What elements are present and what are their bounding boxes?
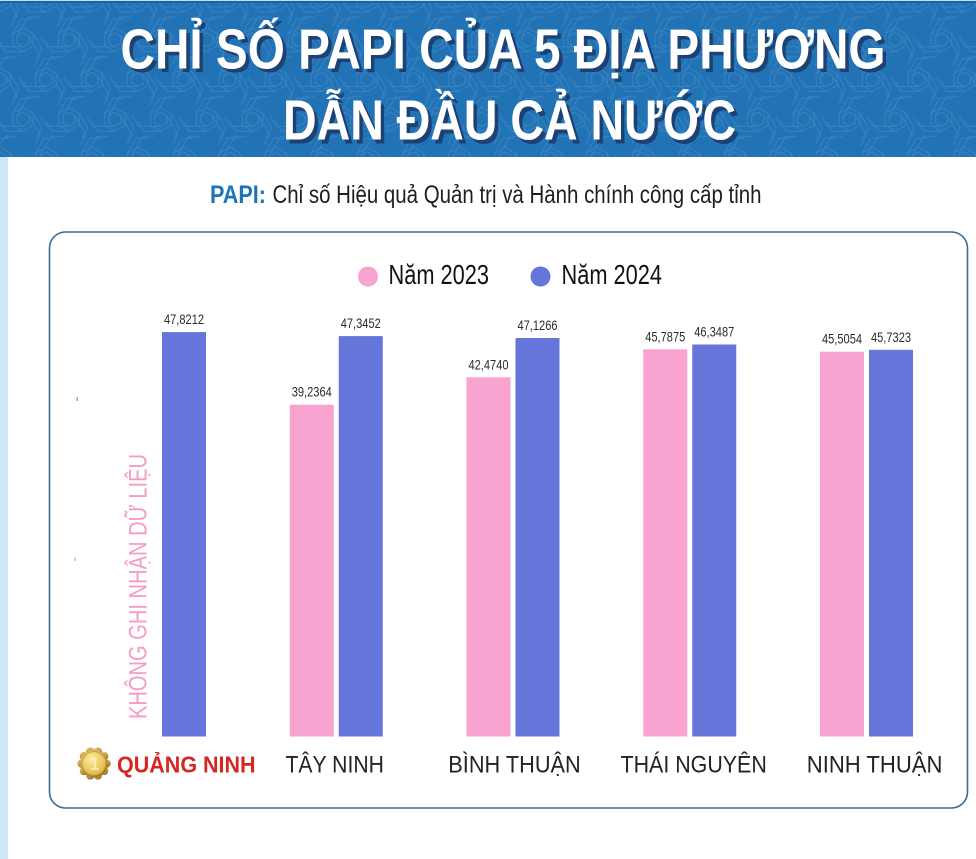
svg-text:CHỈ SỐ PAPI CỦA 5 ĐỊA PHƯƠNG: CHỈ SỐ PAPI CỦA 5 ĐỊA PHƯƠNG <box>124 20 889 85</box>
svg-text:47,8212: 47,8212 <box>164 311 204 327</box>
svg-text:46,3487: 46,3487 <box>694 324 734 340</box>
svg-text:45,7875: 45,7875 <box>645 328 685 344</box>
svg-text:DẪN ĐẦU CẢ NƯỚC: DẪN ĐẦU CẢ NƯỚC <box>287 91 740 156</box>
svg-text:Chỉ số Hiệu quả Quản trị và Hà: Chỉ số Hiệu quả Quản trị và Hành chính c… <box>273 181 762 209</box>
svg-text:THÁI NGUYÊN: THÁI NGUYÊN <box>621 752 767 779</box>
svg-text:BÌNH THUẬN: BÌNH THUẬN <box>448 752 580 779</box>
svg-text:47,1266: 47,1266 <box>518 317 558 333</box>
svg-text:CHỈ SỐ PAPI CỦA 5 ĐỊA PHƯƠNG: CHỈ SỐ PAPI CỦA 5 ĐỊA PHƯƠNG <box>121 17 886 82</box>
svg-text:45,7323: 45,7323 <box>871 329 911 345</box>
svg-text:1: 1 <box>89 754 99 774</box>
svg-text:Năm 2024: Năm 2024 <box>562 259 663 290</box>
svg-text:39,2364: 39,2364 <box>292 384 332 400</box>
svg-text:45,5054: 45,5054 <box>822 331 862 347</box>
svg-text:47,3452: 47,3452 <box>341 315 381 331</box>
svg-text:TÂY NINH: TÂY NINH <box>286 752 384 779</box>
svg-text:DẪN ĐẦU CẢ NƯỚC: DẪN ĐẦU CẢ NƯỚC <box>283 88 736 153</box>
svg-text:42,4740: 42,4740 <box>469 356 509 372</box>
svg-text:QUẢNG NINH: QUẢNG NINH <box>117 749 256 777</box>
svg-text:Năm 2023: Năm 2023 <box>389 259 490 290</box>
svg-text:NINH THUẬN: NINH THUẬN <box>807 752 943 779</box>
svg-text:KHÔNG GHI NHẬN DỮ LIỆU: KHÔNG GHI NHẬN DỮ LIỆU <box>124 454 153 719</box>
svg-text:PAPI:: PAPI: <box>210 181 266 209</box>
